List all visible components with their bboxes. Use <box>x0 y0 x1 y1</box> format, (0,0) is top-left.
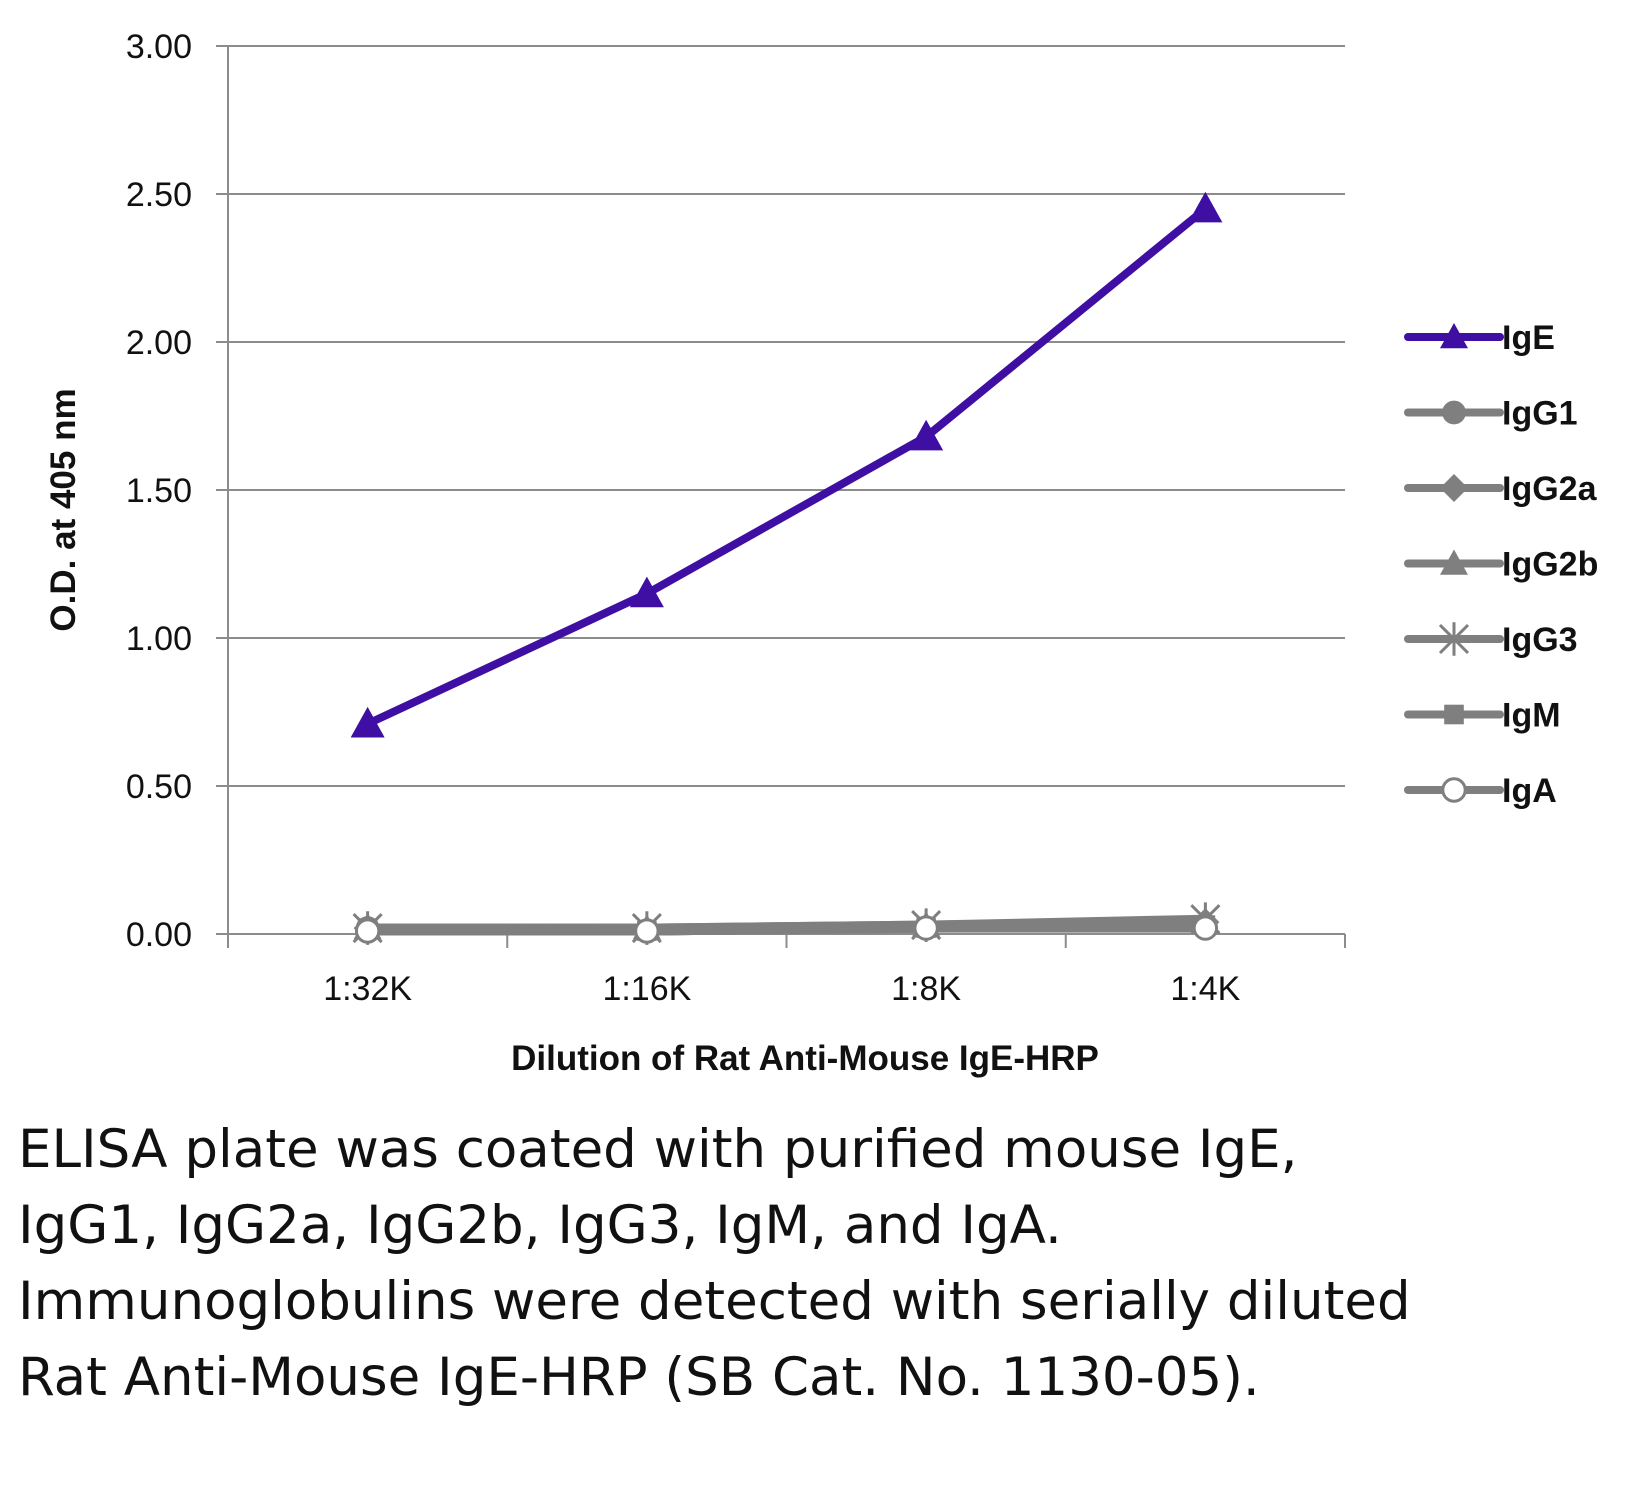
legend-label: IgG2a <box>1502 470 1598 508</box>
legend-item-ige: IgE <box>1408 319 1555 357</box>
x-axis-ticks: 1:32K 1:16K 1:8K 1:4K <box>323 970 1240 1008</box>
x-tick-label: 1:32K <box>323 970 412 1008</box>
axes <box>216 46 1345 948</box>
y-tick-label: 0.00 <box>126 916 192 954</box>
data-point-iga <box>636 920 658 942</box>
legend-label: IgE <box>1502 319 1555 357</box>
legend-item-iga: IgA <box>1408 772 1557 810</box>
x-axis-title: Dilution of Rat Anti-Mouse IgE-HRP <box>511 1039 1099 1078</box>
y-tick-label: 1.00 <box>126 620 192 658</box>
data-point-iga <box>356 920 378 942</box>
series-ige <box>351 192 1223 738</box>
legend-marker <box>1440 474 1468 502</box>
series-line-iga <box>368 928 1206 931</box>
legend-marker <box>1443 779 1465 801</box>
legend-item-igg2b: IgG2b <box>1408 546 1598 584</box>
x-tick-label: 1:4K <box>1170 970 1240 1008</box>
elisa-line-chart: 0.000.501.001.502.002.503.00 1:32K 1:16K 1… <box>0 0 1633 1100</box>
legend: IgE IgG1 IgG2a IgG2b IgG3 IgM IgA <box>1408 319 1598 810</box>
legend-label: IgG2b <box>1502 546 1598 584</box>
legend-marker <box>1442 401 1466 425</box>
y-axis-title: O.D. at 405 nm <box>44 388 83 631</box>
y-tick-label: 0.50 <box>126 768 192 806</box>
data-point-ige <box>630 577 664 608</box>
data-point-ige <box>1188 192 1222 223</box>
y-tick-label: 2.00 <box>126 324 192 362</box>
legend-label: IgA <box>1502 772 1557 810</box>
data-point-iga <box>915 917 937 939</box>
y-axis-ticks: 0.00 0.50 1.00 1.50 2.00 2.50 3.00 <box>126 28 192 954</box>
legend-label: IgG3 <box>1502 621 1578 659</box>
gridlines <box>216 46 1345 934</box>
y-tick-label: 3.00 <box>126 28 192 66</box>
data-point-iga <box>1194 917 1216 939</box>
data-series <box>351 192 1223 945</box>
x-tick-label: 1:16K <box>602 970 691 1008</box>
legend-item-igm: IgM <box>1408 697 1561 735</box>
legend-marker <box>1444 705 1464 725</box>
legend-item-igg3: IgG3 <box>1408 621 1578 659</box>
legend-label: IgG1 <box>1502 395 1578 433</box>
legend-item-igg2a: IgG2a <box>1408 470 1598 508</box>
legend-item-igg1: IgG1 <box>1408 395 1578 433</box>
legend-label: IgM <box>1502 697 1561 735</box>
x-tick-label: 1:8K <box>891 970 961 1008</box>
y-tick-label: 2.50 <box>126 176 192 214</box>
series-line-ige <box>368 209 1206 724</box>
figure-caption: ELISA plate was coated with purified mou… <box>18 1112 1418 1416</box>
y-tick-label: 1.50 <box>126 472 192 510</box>
